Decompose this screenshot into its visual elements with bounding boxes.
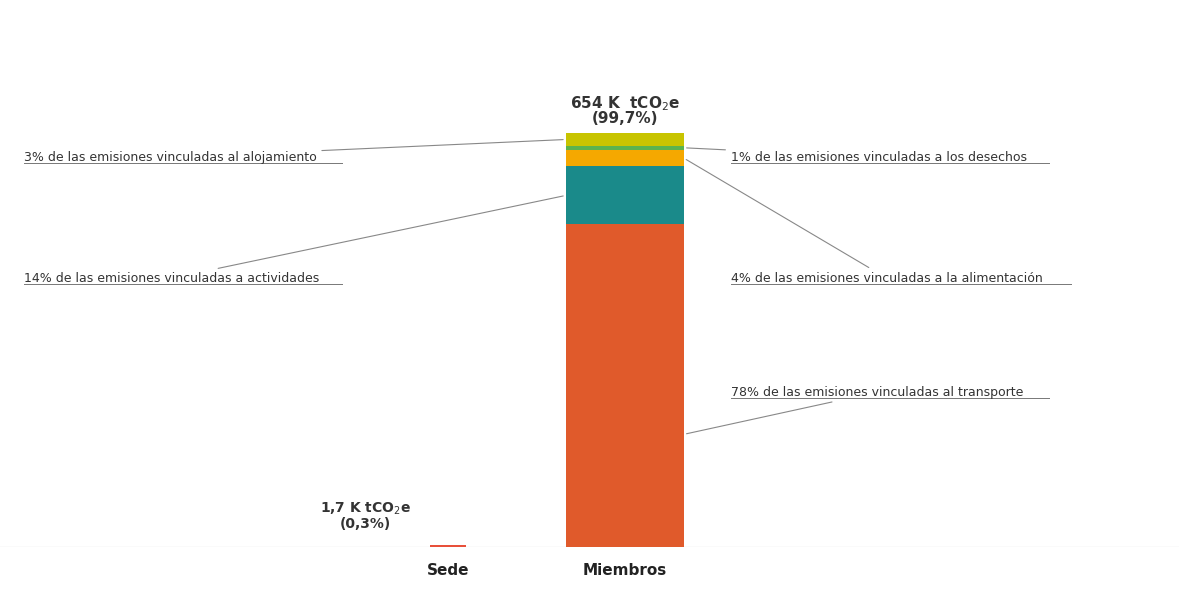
Text: Sede: Sede [427,563,469,578]
Bar [566,150,684,167]
Text: 78% de las emisiones vinculadas al transporte: 78% de las emisiones vinculadas al trans… [686,386,1023,434]
Bar [566,167,684,224]
Bar [430,544,466,547]
Text: (99,7%): (99,7%) [592,111,658,126]
Bar [566,146,684,150]
Bar [566,133,684,146]
Text: (0,3%): (0,3%) [340,517,391,531]
Text: 654 K  tCO$_2$e: 654 K tCO$_2$e [569,94,680,112]
Bar [566,224,684,547]
Text: 4% de las emisiones vinculadas a la alimentación: 4% de las emisiones vinculadas a la alim… [686,159,1042,285]
Text: Miembros: Miembros [582,563,667,578]
Text: 3% de las emisiones vinculadas al alojamiento: 3% de las emisiones vinculadas al alojam… [24,140,564,164]
Text: 1% de las emisiones vinculadas a los desechos: 1% de las emisiones vinculadas a los des… [686,148,1027,164]
Text: 14% de las emisiones vinculadas a actividades: 14% de las emisiones vinculadas a activi… [24,196,564,285]
Text: 1,7 K tCO$_2$e: 1,7 K tCO$_2$e [320,500,411,517]
